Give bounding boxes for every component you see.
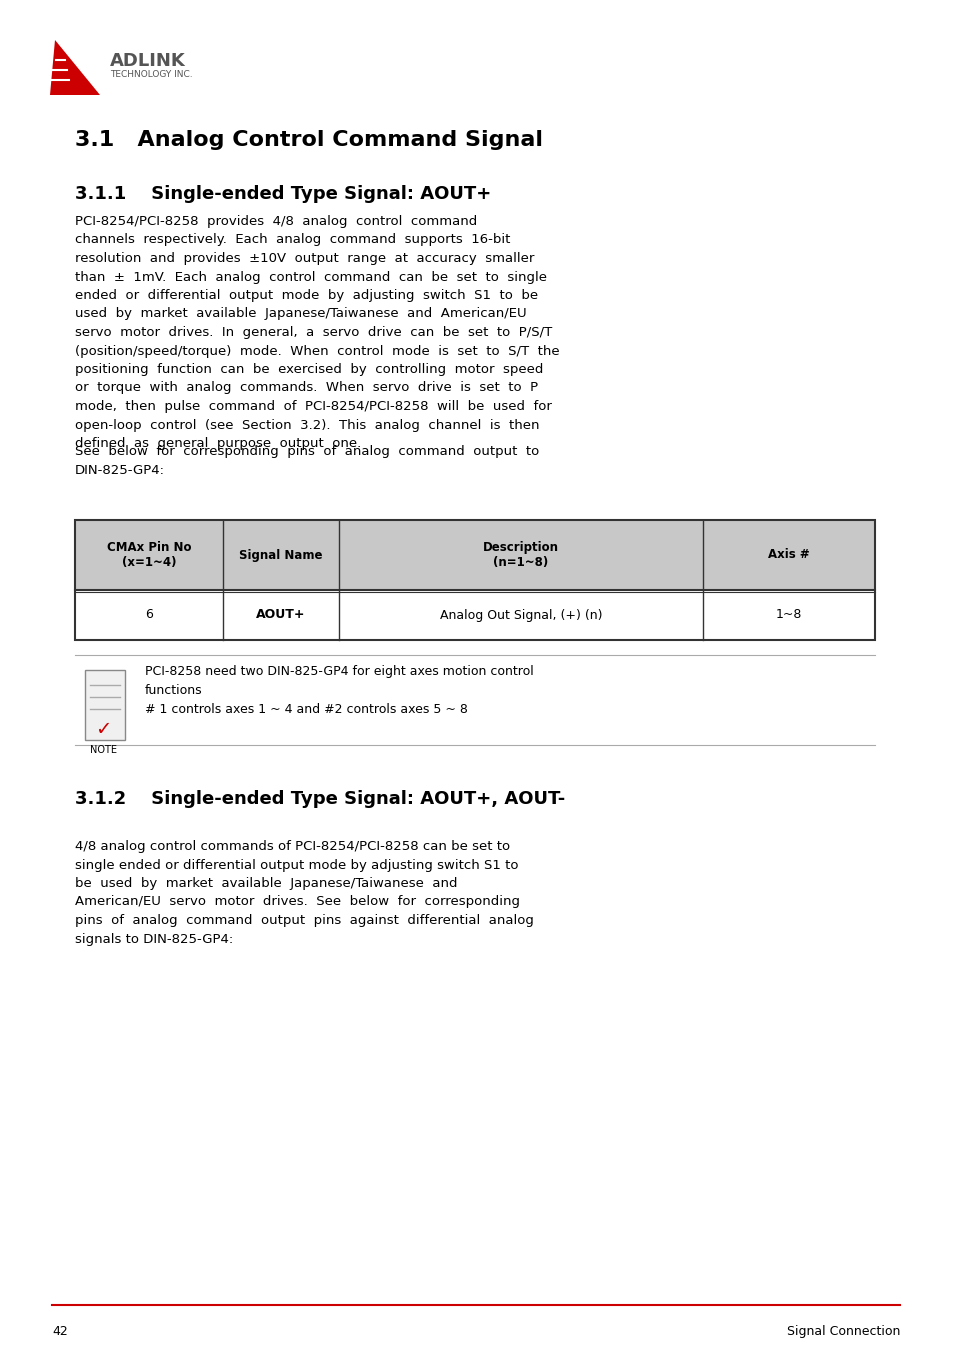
Text: Signal Connection: Signal Connection (786, 1325, 899, 1338)
Text: functions: functions (145, 684, 202, 698)
Text: See  below  for  corresponding  pins  of  analog  command  output  to
DIN-825-GP: See below for corresponding pins of anal… (75, 445, 538, 476)
Text: 3.1.2    Single-ended Type Signal: AOUT+, AOUT-: 3.1.2 Single-ended Type Signal: AOUT+, A… (75, 790, 565, 808)
Text: Analog Out Signal, (+) (n): Analog Out Signal, (+) (n) (439, 608, 601, 622)
Text: NOTE: NOTE (90, 745, 117, 754)
Bar (75, 521, 874, 589)
Bar (75, 521, 874, 639)
Text: 1~8: 1~8 (775, 608, 801, 622)
Text: 4/8 analog control commands of PCI-8254/PCI-8258 can be set to
single ended or d: 4/8 analog control commands of PCI-8254/… (75, 840, 534, 945)
Text: Signal Name: Signal Name (239, 549, 322, 561)
Text: 3.1.1    Single-ended Type Signal: AOUT+: 3.1.1 Single-ended Type Signal: AOUT+ (75, 185, 491, 203)
Text: 6: 6 (145, 608, 152, 622)
Text: # 1 controls axes 1 ~ 4 and #2 controls axes 5 ~ 8: # 1 controls axes 1 ~ 4 and #2 controls … (145, 703, 467, 717)
Text: CMAx Pin No
(x=1~4): CMAx Pin No (x=1~4) (107, 541, 191, 569)
Text: ✓: ✓ (95, 721, 112, 740)
Text: ADLINK: ADLINK (110, 51, 186, 70)
Text: Axis #: Axis # (767, 549, 809, 561)
Text: TECHNOLOGY INC.: TECHNOLOGY INC. (110, 70, 193, 78)
FancyBboxPatch shape (85, 671, 125, 740)
Text: 42: 42 (52, 1325, 68, 1338)
Text: PCI-8258 need two DIN-825-GP4 for eight axes motion control: PCI-8258 need two DIN-825-GP4 for eight … (145, 665, 533, 677)
Text: Description
(n=1~8): Description (n=1~8) (482, 541, 558, 569)
Polygon shape (50, 41, 100, 95)
Text: AOUT+: AOUT+ (256, 608, 305, 622)
Text: PCI-8254/PCI-8258  provides  4/8  analog  control  command
channels  respectivel: PCI-8254/PCI-8258 provides 4/8 analog co… (75, 215, 559, 450)
Text: 3.1   Analog Control Command Signal: 3.1 Analog Control Command Signal (75, 130, 542, 150)
